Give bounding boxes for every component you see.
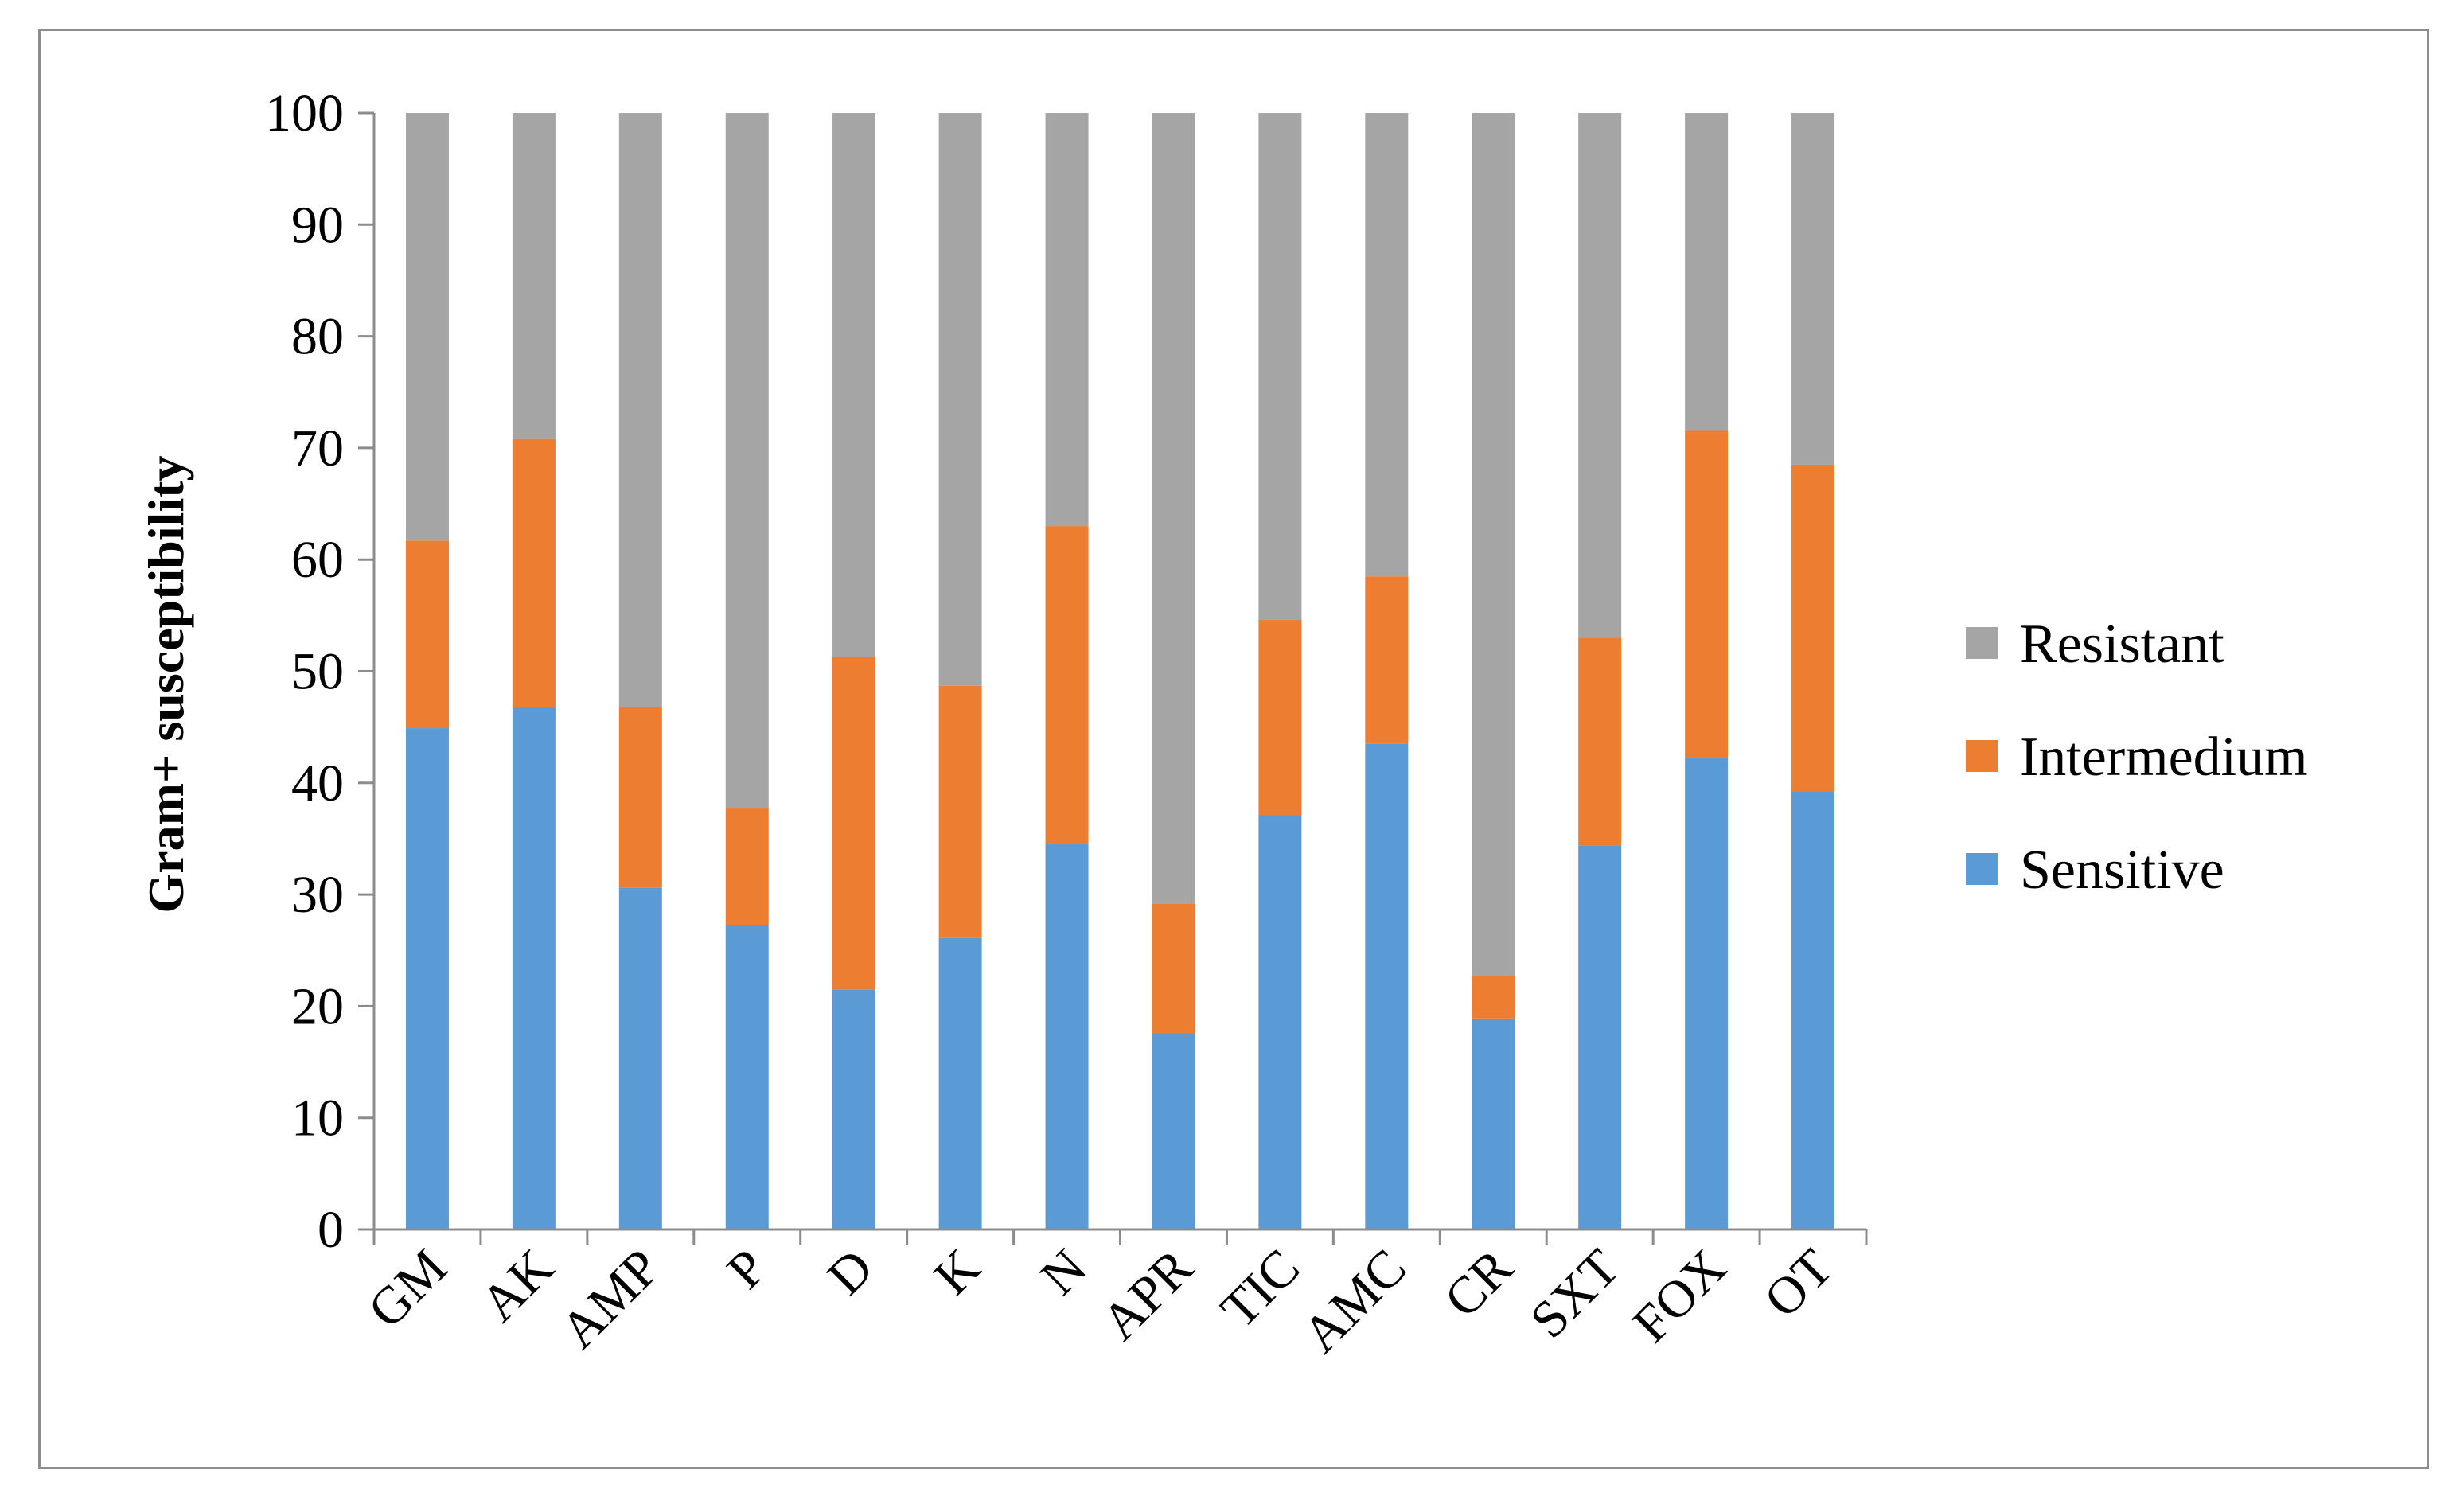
- bar-resistant-tic: [1258, 113, 1302, 620]
- x-tick-label-n: N: [1030, 1238, 1097, 1306]
- axes-group: [358, 111, 1868, 1245]
- bar-sensitive-fox: [1685, 758, 1729, 1229]
- bar-sensitive-ak: [512, 707, 556, 1229]
- bar-intermedium-d: [832, 657, 875, 990]
- bar-sensitive-amc: [1365, 743, 1409, 1229]
- y-tick-label: 30: [291, 866, 344, 924]
- y-tick-label: 60: [291, 531, 344, 589]
- bar-resistant-n: [1045, 113, 1089, 527]
- bar-intermedium-p: [725, 808, 769, 925]
- x-tick-label-p: P: [716, 1238, 778, 1300]
- bar-sensitive-k: [938, 937, 982, 1229]
- bars-group: [405, 113, 1835, 1229]
- x-tick-label-fox: FOX: [1622, 1238, 1737, 1354]
- bar-resistant-d: [832, 113, 875, 657]
- bar-resistant-apr: [1152, 113, 1195, 904]
- y-tick-label: 40: [291, 754, 344, 812]
- y-tick-label: 50: [291, 643, 344, 701]
- bar-resistant-ak: [512, 113, 556, 439]
- x-tick-label-amp: AMP: [550, 1238, 672, 1360]
- bar-intermedium-tic: [1258, 619, 1302, 816]
- bar-sensitive-apr: [1152, 1033, 1195, 1229]
- legend-swatch-intermedium: [1966, 740, 1998, 772]
- bar-intermedium-apr: [1152, 903, 1195, 1034]
- x-tick-label-d: D: [817, 1238, 884, 1306]
- x-tick-label-gm: GM: [357, 1238, 458, 1339]
- bar-resistant-fox: [1685, 113, 1729, 431]
- legend-swatch-sensitive: [1966, 853, 1998, 885]
- bar-resistant-sxt: [1578, 113, 1622, 638]
- bar-intermedium-ot: [1791, 464, 1835, 793]
- bar-sensitive-cr: [1472, 1018, 1515, 1229]
- bar-resistant-p: [725, 113, 769, 809]
- bar-sensitive-amp: [618, 887, 662, 1229]
- legend-label-intermedium: Intermedium: [2020, 727, 2308, 788]
- y-axis-title: Gram+ susceptibility: [138, 455, 194, 913]
- bar-intermedium-amc: [1365, 576, 1409, 744]
- x-tick-label-apr: APR: [1091, 1238, 1204, 1351]
- legend-swatch-resistant: [1966, 627, 1998, 659]
- bar-resistant-amp: [618, 113, 662, 707]
- y-tick-label: 0: [318, 1201, 344, 1259]
- y-tick-label: 20: [291, 977, 344, 1035]
- bar-intermedium-gm: [405, 540, 449, 729]
- y-tick-label: 10: [291, 1089, 344, 1147]
- bar-resistant-amc: [1365, 113, 1409, 577]
- bar-sensitive-sxt: [1578, 845, 1622, 1229]
- bar-sensitive-n: [1045, 844, 1089, 1229]
- y-tick-label: 80: [291, 308, 344, 366]
- y-tick-label: 100: [265, 84, 344, 142]
- y-tick-label: 70: [291, 419, 344, 477]
- bar-resistant-gm: [405, 113, 449, 541]
- bar-intermedium-ak: [512, 438, 556, 707]
- bar-sensitive-gm: [405, 728, 449, 1229]
- bar-intermedium-n: [1045, 526, 1089, 844]
- y-tick-label: 90: [291, 196, 344, 254]
- legend-label-resistant: Resistant: [2020, 614, 2224, 675]
- bar-intermedium-k: [938, 685, 982, 938]
- x-tick-label-cr: CR: [1433, 1238, 1524, 1329]
- bar-sensitive-tic: [1258, 815, 1302, 1229]
- bar-intermedium-cr: [1472, 976, 1515, 1019]
- bar-sensitive-p: [725, 924, 769, 1229]
- bar-sensitive-ot: [1791, 792, 1835, 1229]
- x-tick-label-sxt: SXT: [1519, 1238, 1631, 1350]
- bar-sensitive-d: [832, 989, 875, 1229]
- legend: Resistant Intermedium Sensitive: [1966, 614, 2308, 901]
- legend-label-sensitive: Sensitive: [2020, 840, 2224, 901]
- bar-intermedium-amp: [618, 707, 662, 888]
- x-tick-label-k: K: [923, 1238, 991, 1306]
- x-tick-label-amc: AMC: [1292, 1238, 1417, 1364]
- bar-resistant-cr: [1472, 113, 1515, 976]
- bar-intermedium-sxt: [1578, 637, 1622, 846]
- bar-intermedium-fox: [1685, 430, 1729, 758]
- x-tick-label-ot: OT: [1753, 1238, 1844, 1329]
- bar-resistant-k: [938, 113, 982, 686]
- y-tick-labels: 0 10 20 30 40 50 60 70 80 90 100: [265, 84, 344, 1259]
- bar-resistant-ot: [1791, 113, 1835, 465]
